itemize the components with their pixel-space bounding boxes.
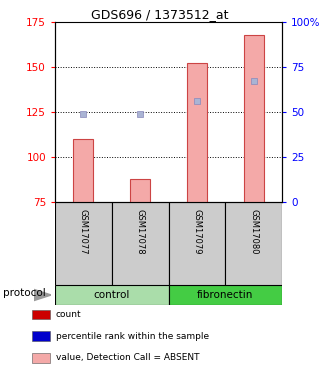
Text: GDS696 / 1373512_at: GDS696 / 1373512_at [91,8,229,21]
Bar [225,202,282,285]
Text: GSM17078: GSM17078 [136,209,145,254]
Text: percentile rank within the sample: percentile rank within the sample [56,332,209,340]
Text: GSM17080: GSM17080 [249,209,258,254]
Bar [55,285,169,305]
Bar [74,139,93,202]
Bar [244,34,264,202]
Bar [169,285,282,305]
Bar [55,202,112,285]
Bar [187,63,207,202]
Text: control: control [93,290,130,300]
Polygon shape [34,290,51,301]
Bar [169,202,225,285]
Bar [130,178,150,202]
Text: value, Detection Call = ABSENT: value, Detection Call = ABSENT [56,353,199,362]
Bar [112,202,169,285]
Text: count: count [56,310,82,319]
Text: protocol: protocol [3,288,46,298]
Text: GSM17079: GSM17079 [192,209,201,254]
Text: fibronectin: fibronectin [197,290,253,300]
Text: GSM17077: GSM17077 [79,209,88,254]
